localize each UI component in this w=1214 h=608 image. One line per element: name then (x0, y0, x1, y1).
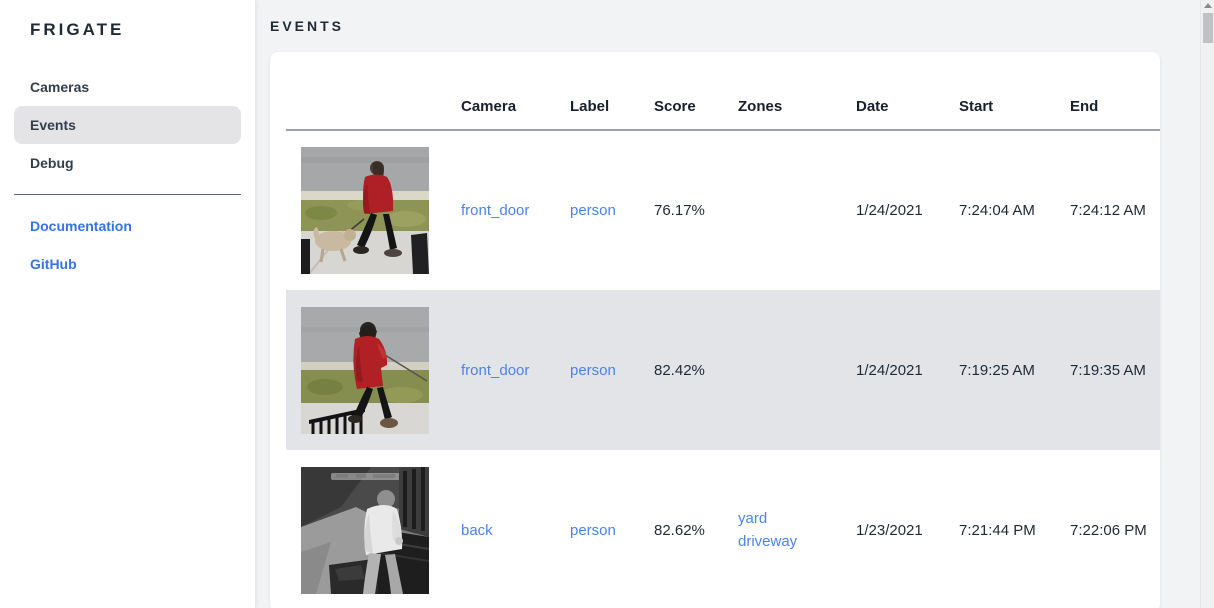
label-link[interactable]: person (570, 361, 616, 379)
column-header-zones: Zones (722, 52, 840, 131)
end-time-value: 7:22:06 PM (1070, 521, 1147, 539)
events-card: Camera Label Score Zones Date Start End (270, 52, 1160, 608)
camera-link[interactable]: front_door (461, 361, 530, 379)
events-table: Camera Label Score Zones Date Start End (286, 52, 1160, 608)
table-row[interactable]: back person 82.62% yard driveway 1/23/20… (286, 450, 1160, 608)
sidebar-item-label: Events (30, 117, 76, 133)
column-header-label: Label (554, 52, 638, 131)
sidebar-link-documentation[interactable]: Documentation (30, 218, 132, 234)
zones-cell (722, 130, 840, 290)
camera-link[interactable]: front_door (461, 202, 530, 219)
zones-cell: yard driveway (722, 450, 840, 608)
column-header-thumbnail (286, 52, 445, 131)
event-thumbnail[interactable] (301, 306, 429, 434)
label-link[interactable]: person (570, 202, 616, 219)
table-header-row: Camera Label Score Zones Date Start End (286, 52, 1160, 131)
column-header-score: Score (638, 52, 722, 131)
start-time-value: 7:19:25 AM (959, 361, 1035, 379)
sidebar-item-cameras[interactable]: Cameras (14, 68, 241, 106)
score-value: 76.17% (654, 202, 705, 219)
label-link[interactable]: person (570, 521, 616, 539)
sidebar-item-events[interactable]: Events (14, 106, 241, 144)
camera-link[interactable]: back (461, 521, 493, 539)
sidebar-link-github[interactable]: GitHub (30, 256, 77, 272)
column-header-start: Start (943, 52, 1054, 131)
date-value: 1/24/2021 (856, 361, 923, 379)
date-value: 1/24/2021 (856, 202, 923, 219)
sidebar: FRIGATE Cameras Events Debug Documentati… (0, 0, 255, 608)
column-header-camera: Camera (445, 52, 554, 131)
event-thumbnail[interactable] (301, 466, 429, 594)
event-thumbnail[interactable] (301, 147, 429, 274)
end-time-value: 7:24:12 AM (1070, 202, 1146, 219)
zone-link-driveway[interactable]: driveway (738, 533, 798, 550)
start-time-value: 7:24:04 AM (959, 202, 1035, 219)
main-content: EVENTS Camera Label Score Zones Date Sta… (255, 0, 1214, 608)
scrollbar-thumb[interactable] (1203, 13, 1213, 43)
app-logo: FRIGATE (30, 20, 125, 39)
zones-cell (722, 290, 840, 450)
vertical-scrollbar[interactable] (1200, 0, 1214, 608)
page-title: EVENTS (270, 18, 345, 34)
sidebar-item-label: Cameras (30, 79, 90, 95)
start-time-value: 7:21:44 PM (959, 521, 1036, 539)
end-time-value: 7:19:35 AM (1070, 361, 1146, 379)
sidebar-item-debug[interactable]: Debug (14, 144, 241, 182)
column-header-date: Date (840, 52, 943, 131)
sidebar-divider (14, 194, 241, 195)
sidebar-item-label: Debug (30, 155, 74, 171)
scrollbar-up-arrow-icon[interactable] (1203, 3, 1212, 8)
zone-link-yard[interactable]: yard (738, 509, 768, 527)
date-value: 1/23/2021 (856, 521, 923, 539)
score-value: 82.42% (654, 361, 705, 379)
table-row-selected[interactable]: front_door person 82.42% 1/24/2021 7:19:… (286, 290, 1160, 450)
score-value: 82.62% (654, 521, 705, 539)
column-header-end: End (1054, 52, 1160, 131)
table-row[interactable]: front_door person 76.17% 1/24/2021 7:24:… (286, 130, 1160, 290)
